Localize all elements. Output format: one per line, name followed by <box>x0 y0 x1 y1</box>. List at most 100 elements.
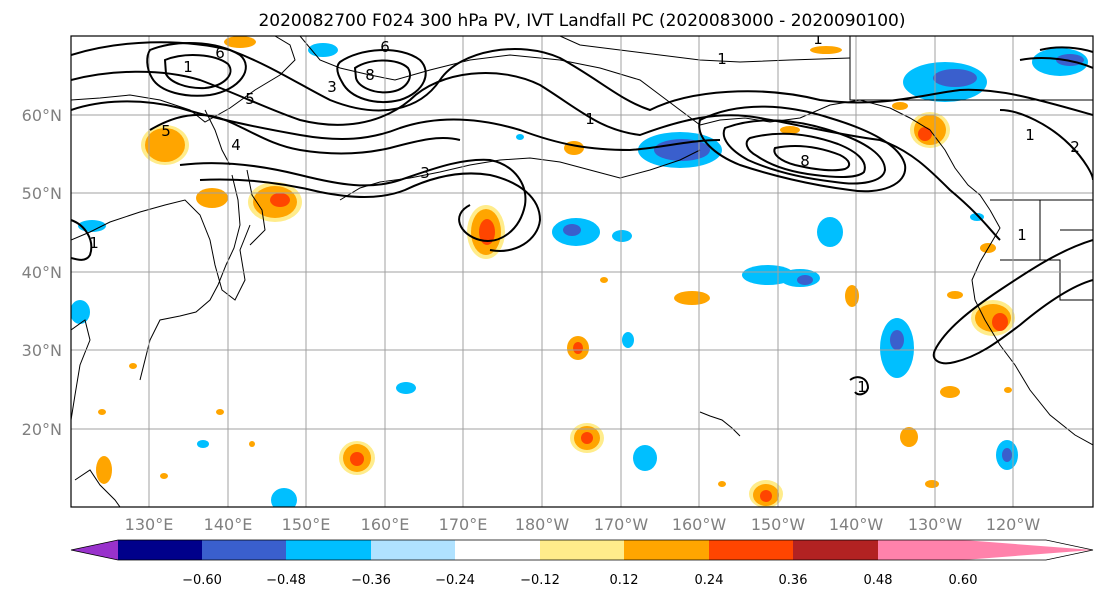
pv-contour <box>849 376 870 396</box>
siberia-coast <box>299 36 701 126</box>
contour-label: 1 <box>585 110 595 128</box>
pv-contour-closed <box>163 54 232 90</box>
pv-contour-closed <box>773 145 851 172</box>
na-west-coast <box>971 209 1093 446</box>
pv-contour <box>999 109 1093 181</box>
ivt-blob <box>992 313 1008 331</box>
ivt-blob <box>197 440 209 448</box>
lat-labels: 60°N 50°N 40°N 30°N 20°N <box>22 106 62 439</box>
ivt-blob <box>633 445 657 471</box>
lon-labels: 130°E 140°E 150°E 160°E 170°E 180°W 170°… <box>125 515 1041 534</box>
map-panel: 6 6 8 1 5 4 5 3 1 3 1 1 8 1 1 2 1 1 <box>70 30 1094 508</box>
colorbar-segment <box>118 540 203 560</box>
colorbar-segment <box>455 540 541 560</box>
ivt-blob <box>581 432 593 444</box>
alaska-canada-border <box>849 36 1093 101</box>
contour-label: 5 <box>161 122 171 140</box>
map-title: 2020082700 F024 300 hPa PV, IVT Landfall… <box>258 11 905 31</box>
contour-label: 6 <box>215 44 225 62</box>
ivt-blob <box>563 224 581 236</box>
ivt-blob <box>892 102 908 110</box>
ivt-blob <box>573 342 583 354</box>
colorbar-segment <box>371 540 456 560</box>
ivt-blob <box>71 300 90 324</box>
coastlines <box>71 36 1093 507</box>
contour-label: 1 <box>1017 226 1027 244</box>
contour-label: 1 <box>717 50 727 68</box>
pv-contour-closed <box>146 42 247 97</box>
colorbar-segment <box>793 540 879 560</box>
ivt-blob <box>817 217 843 247</box>
alaska-coast <box>699 99 991 211</box>
lon-label: 170°W <box>594 515 649 534</box>
lon-label: 180°W <box>515 515 570 534</box>
ivt-blob <box>622 332 634 348</box>
pv-contour-closed <box>353 59 411 94</box>
ivt-blob <box>612 230 632 242</box>
ivt-blob <box>1002 448 1012 462</box>
contour-label: 3 <box>420 164 430 182</box>
pv-contour <box>71 41 1093 116</box>
honshu-coast <box>246 169 266 246</box>
lon-label: 120°W <box>986 515 1041 534</box>
lon-label: 130°E <box>125 515 174 534</box>
pv-contour <box>149 113 461 155</box>
hawaii-islands <box>699 411 741 437</box>
ivt-blob <box>1004 387 1012 393</box>
sakhalin-coast <box>204 109 231 166</box>
pv-contour <box>71 219 93 261</box>
pv-contour-closed <box>745 132 866 178</box>
state-borders <box>1039 200 1093 301</box>
ivt-blob <box>760 490 772 502</box>
contour-label: 6 <box>380 38 390 56</box>
ivt-blob <box>216 409 224 415</box>
arctic-coast <box>559 36 851 63</box>
colorbar-segment <box>878 540 963 560</box>
ivt-positive-shading <box>96 36 1015 507</box>
contour-label: 1 <box>813 30 823 48</box>
ivt-blob <box>940 386 960 398</box>
contour-label: 8 <box>800 152 810 170</box>
pv-contour <box>199 172 542 252</box>
ivt-blob <box>350 452 364 466</box>
contour-label: 4 <box>231 136 241 154</box>
pv-contour <box>71 100 721 152</box>
pv-contour-closed <box>722 119 887 185</box>
colorbar-extend-right <box>963 540 1093 560</box>
pv-contour <box>1039 46 1093 53</box>
contour-label: 1 <box>1025 126 1035 144</box>
ivt-blob <box>196 188 228 208</box>
ivt-blob <box>718 481 726 487</box>
ivt-blob <box>890 330 904 350</box>
ivt-blob <box>129 363 137 369</box>
pv-contour <box>1019 57 1093 69</box>
lat-label: 30°N <box>22 341 62 360</box>
contour-label: 1 <box>857 378 867 396</box>
colorbar-tick: 0.60 <box>949 573 978 588</box>
colorbar-segment <box>286 540 372 560</box>
colorbar-tick: 0.36 <box>779 573 808 588</box>
contour-label: 2 <box>1070 138 1080 156</box>
ivt-blob <box>918 127 932 141</box>
ivt-blob <box>271 488 297 507</box>
colorbar-tick: 0.48 <box>864 573 893 588</box>
contour-label: 1 <box>183 58 193 76</box>
colorbar-tick: −0.24 <box>435 573 475 588</box>
contour-label: 8 <box>365 66 375 84</box>
ivt-blob <box>516 134 524 140</box>
ivt-blob <box>925 480 939 488</box>
pv-contour-closed <box>336 49 427 103</box>
ivt-blob <box>947 291 963 299</box>
ivt-blob <box>933 69 977 87</box>
colorbar-segment <box>624 540 710 560</box>
colorbar-tick: 0.24 <box>695 573 724 588</box>
ivt-blob <box>797 275 813 285</box>
colorbar-segment <box>709 540 794 560</box>
colorbar-segment <box>540 540 625 560</box>
ivt-blob <box>160 473 168 479</box>
contour-label: 5 <box>245 90 255 108</box>
lon-label: 160°W <box>672 515 727 534</box>
colorbar-tick: −0.12 <box>520 573 560 588</box>
colorbar-tick: 0.12 <box>610 573 639 588</box>
